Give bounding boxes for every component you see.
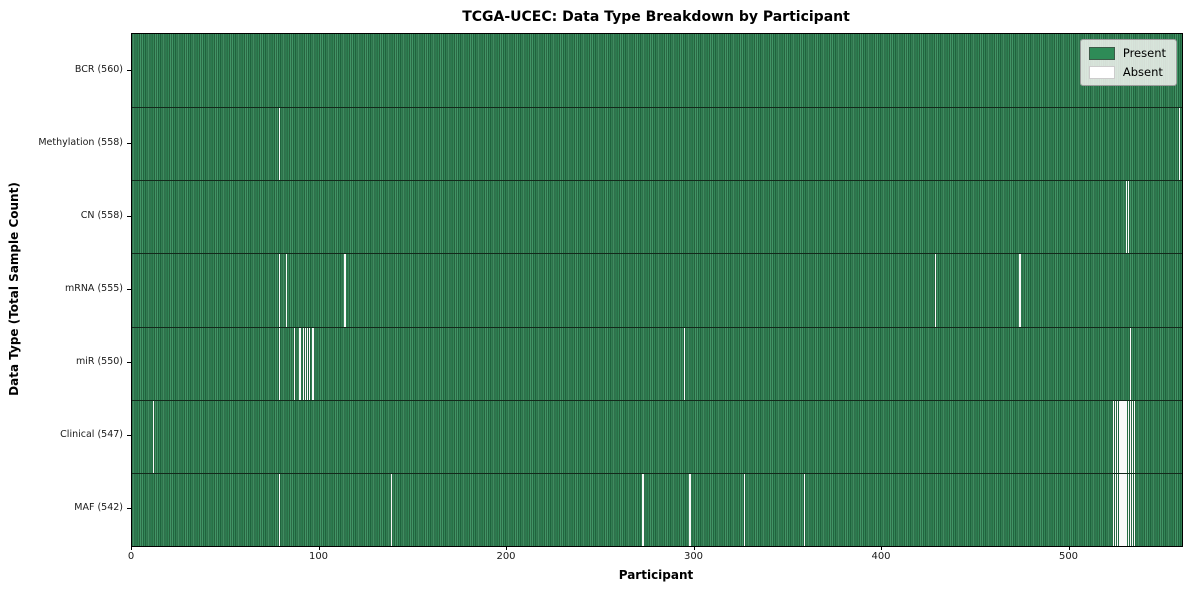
absent-mark xyxy=(1127,181,1130,254)
x-tick-label: 200 xyxy=(496,551,516,562)
x-tick-mark xyxy=(693,546,695,550)
y-tick-label: Methylation (558) xyxy=(38,136,123,148)
heatmap-row-miR xyxy=(132,326,1182,400)
absent-mark xyxy=(1129,327,1132,400)
heatmap-row-mRNA xyxy=(132,253,1182,327)
y-tick-label: Clinical (547) xyxy=(60,429,123,441)
x-tick-mark xyxy=(318,546,320,550)
x-tick-label: 500 xyxy=(1058,551,1079,562)
absent-mark xyxy=(293,327,295,400)
absent-mark xyxy=(299,327,301,400)
y-tick-mark xyxy=(127,289,131,290)
x-axis-label: Participant xyxy=(618,568,694,582)
absent-mark xyxy=(152,400,155,473)
absent-mark xyxy=(642,473,644,546)
absent-mark xyxy=(1129,473,1132,546)
x-tick-mark xyxy=(506,546,507,550)
absent-mark xyxy=(1112,473,1115,546)
absent-mark xyxy=(312,327,314,400)
present-swatch xyxy=(1088,46,1115,60)
y-tick-label: mRNA (555) xyxy=(64,283,123,294)
absent-mark xyxy=(1124,400,1126,473)
absent-mark xyxy=(1133,400,1135,473)
heatmap-row-Methylation xyxy=(132,107,1182,181)
y-tick-label: MAF (542) xyxy=(74,502,123,514)
absent-mark xyxy=(1118,473,1120,546)
absent-mark xyxy=(1122,473,1124,546)
absent-mark xyxy=(1127,400,1130,473)
absent-mark xyxy=(1131,400,1134,473)
absent-mark xyxy=(689,473,691,546)
legend-label-absent: Absent xyxy=(1122,65,1163,79)
heatmap-row-MAF xyxy=(132,472,1182,546)
absent-mark xyxy=(1112,400,1115,473)
absent-mark xyxy=(1126,400,1128,473)
x-tick-label: 400 xyxy=(871,551,891,562)
y-tick-mark xyxy=(127,69,131,71)
absent-mark xyxy=(306,327,309,400)
absent-mark xyxy=(803,473,805,546)
absent-mark xyxy=(1126,473,1128,546)
x-tick-mark xyxy=(881,546,882,550)
absent-swatch xyxy=(1088,65,1115,79)
heatmap-row-Clinical xyxy=(132,399,1182,473)
absent-mark xyxy=(1131,473,1134,546)
y-tick-label: CN (558) xyxy=(80,209,123,221)
x-tick-label: 0 xyxy=(127,551,135,562)
absent-mark xyxy=(743,473,745,546)
absent-mark xyxy=(1019,254,1021,327)
absent-mark xyxy=(308,327,310,400)
absent-mark xyxy=(302,327,305,400)
y-tick-mark xyxy=(127,142,131,144)
absent-mark xyxy=(1127,473,1130,546)
y-tick-label: miR (550) xyxy=(75,356,123,368)
y-tick-mark xyxy=(127,435,131,437)
legend-label-present: Present xyxy=(1122,46,1166,60)
absent-mark xyxy=(683,327,685,400)
absent-mark xyxy=(1120,400,1122,473)
legend-item-present: Present xyxy=(1088,46,1166,60)
absent-mark xyxy=(1133,473,1135,546)
absent-mark xyxy=(1116,400,1119,473)
absent-mark xyxy=(934,254,937,327)
absent-mark xyxy=(1120,473,1122,546)
x-tick-label: 100 xyxy=(308,551,329,562)
x-tick-label: 300 xyxy=(683,551,704,562)
absent-mark xyxy=(1126,181,1128,254)
heatmap-row-BCR xyxy=(132,34,1182,108)
plot-area: Present Absent xyxy=(131,33,1183,547)
absent-mark xyxy=(278,108,280,181)
y-tick-mark xyxy=(127,362,131,364)
absent-mark xyxy=(1178,108,1180,181)
absent-mark xyxy=(278,254,280,327)
absent-mark xyxy=(1122,400,1124,473)
absent-mark xyxy=(1116,473,1119,546)
absent-mark xyxy=(278,473,280,546)
legend-item-absent: Absent xyxy=(1088,65,1166,79)
absent-mark xyxy=(278,327,280,400)
chart-title: TCGA-UCEC: Data Type Breakdown by Partic… xyxy=(462,9,850,25)
absent-mark xyxy=(1114,400,1117,473)
legend: Present Absent xyxy=(1079,39,1177,86)
y-tick-mark xyxy=(127,215,131,217)
heatmap-row-CN xyxy=(132,180,1182,254)
absent-mark xyxy=(1129,400,1132,473)
absent-mark xyxy=(1124,473,1126,546)
absent-mark xyxy=(1114,473,1117,546)
absent-mark xyxy=(304,327,307,400)
x-tick-mark xyxy=(1068,546,1070,550)
absent-mark xyxy=(344,254,346,327)
x-tick-mark xyxy=(131,546,132,550)
y-tick-mark xyxy=(127,508,131,510)
absent-mark xyxy=(391,473,393,546)
absent-mark xyxy=(286,254,288,327)
y-tick-label: BCR (560) xyxy=(74,63,123,75)
absent-mark xyxy=(1118,400,1120,473)
